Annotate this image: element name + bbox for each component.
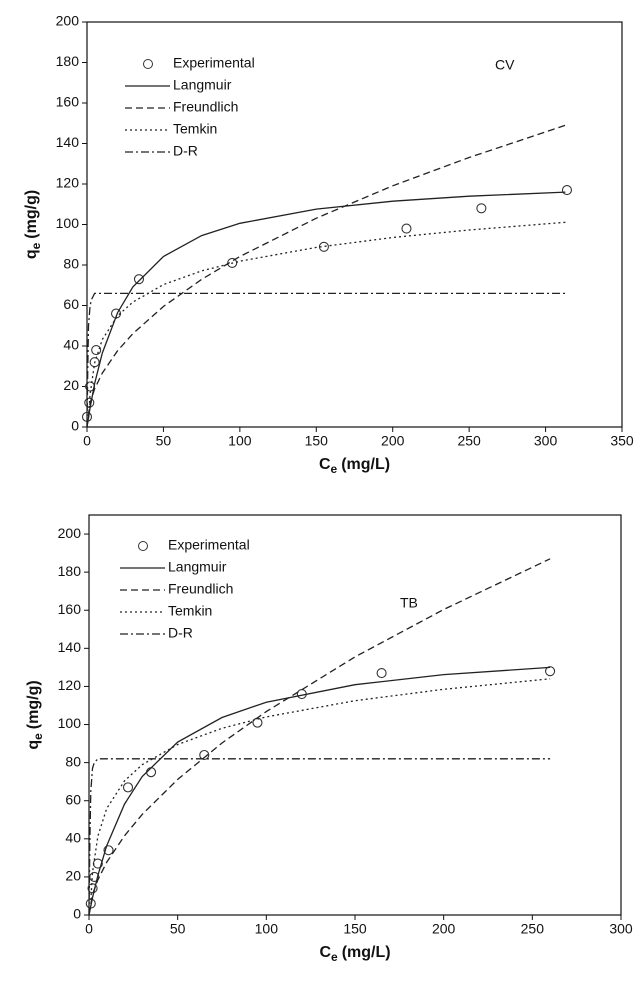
axis-subscript: e xyxy=(331,462,338,476)
fit-line xyxy=(88,666,551,916)
axis-unit: (mg/L) xyxy=(341,456,390,473)
y-tick-label: 80 xyxy=(65,753,81,769)
y-tick-label: 180 xyxy=(58,563,82,579)
y-tick-label: 40 xyxy=(63,337,79,353)
y-tick-label: 160 xyxy=(56,94,80,110)
y-tick-label: 20 xyxy=(63,377,79,393)
axis-unit: (mg/L) xyxy=(342,944,391,961)
axis-label: Ce (mg/L) xyxy=(319,456,390,476)
x-tick-label: 0 xyxy=(85,921,93,937)
annotation: TB xyxy=(400,595,418,611)
data-point xyxy=(122,782,134,793)
data-point xyxy=(376,668,387,679)
fit-line xyxy=(88,558,551,916)
annotation: CV xyxy=(495,57,515,73)
y-tick-label: 0 xyxy=(73,906,81,922)
chart: 0 50 100 150 200 250 300 350 0 20 40 60 80 100 120 140 1… xyxy=(23,13,634,476)
fit-line xyxy=(87,221,566,418)
axis-unit: (mg/g) xyxy=(25,680,42,729)
y-tick-label: 0 xyxy=(71,418,79,434)
x-tick-label: 50 xyxy=(156,433,172,449)
legend-text: D-R xyxy=(168,625,193,641)
legend-text: D-R xyxy=(173,143,198,159)
legend-marker xyxy=(138,541,148,551)
axis-label: qe (mg/g) xyxy=(25,680,45,749)
axis-subscript: e xyxy=(29,242,43,249)
y-tick-label: 100 xyxy=(58,715,82,731)
data-point xyxy=(561,185,573,196)
axis-label: qe (mg/g) xyxy=(23,190,43,259)
x-tick-label: 200 xyxy=(432,921,456,937)
x-tick-label: 250 xyxy=(457,433,481,449)
fit-line xyxy=(86,191,566,428)
y-tick-label: 20 xyxy=(65,868,81,884)
plot-frame xyxy=(88,514,622,916)
y-tick-label: 120 xyxy=(56,175,80,191)
axis-symbol: C xyxy=(319,944,331,961)
data-point xyxy=(199,749,210,761)
plot-frame xyxy=(86,21,623,428)
axis-subscript: e xyxy=(331,950,338,964)
x-tick-label: 300 xyxy=(534,433,558,449)
data-point xyxy=(401,223,412,234)
legend-text: Freundlich xyxy=(168,581,233,597)
y-tick-label: 40 xyxy=(65,830,81,846)
legend-text: Temkin xyxy=(173,121,217,137)
x-tick-label: 100 xyxy=(255,921,279,937)
x-tick-label: 0 xyxy=(83,433,91,449)
legend-text: Experimental xyxy=(173,55,255,71)
chart: 0 50 100 150 200 250 300 0 20 40 60 80 100 120 140 160 1… xyxy=(25,514,633,964)
axis-subscript: e xyxy=(31,733,45,740)
fit-line xyxy=(90,678,551,901)
data-point xyxy=(133,274,145,285)
y-tick-label: 120 xyxy=(58,677,82,693)
x-tick-label: 250 xyxy=(521,921,545,937)
legend-text: Langmuir xyxy=(168,559,227,575)
legend-text: Langmuir xyxy=(173,77,232,93)
axis-label: Ce (mg/L) xyxy=(319,944,390,964)
x-tick-label: 50 xyxy=(170,921,186,937)
y-tick-label: 100 xyxy=(56,215,80,231)
data-point xyxy=(91,344,102,356)
legend-text: Freundlich xyxy=(173,99,238,115)
data-point xyxy=(476,203,487,214)
x-tick-label: 300 xyxy=(609,921,633,937)
axis-symbol: C xyxy=(319,456,331,473)
x-tick-label: 100 xyxy=(228,433,252,449)
x-tick-label: 350 xyxy=(610,433,634,449)
fit-line xyxy=(86,292,566,428)
y-tick-label: 60 xyxy=(65,791,81,807)
y-tick-label: 60 xyxy=(63,296,79,312)
x-tick-label: 200 xyxy=(381,433,405,449)
y-tick-label: 80 xyxy=(63,256,79,272)
data-point xyxy=(545,666,556,677)
axis-symbol: q xyxy=(23,249,40,259)
x-tick-label: 150 xyxy=(343,921,367,937)
legend-text: Experimental xyxy=(168,537,250,553)
axis-unit: (mg/g) xyxy=(23,190,40,239)
y-tick-label: 180 xyxy=(56,53,80,69)
x-tick-label: 150 xyxy=(305,433,329,449)
data-point xyxy=(318,241,329,252)
y-tick-label: 200 xyxy=(56,13,80,29)
data-point xyxy=(146,767,157,778)
axis-symbol: q xyxy=(25,740,42,750)
legend-marker xyxy=(143,59,153,69)
y-tick-label: 140 xyxy=(58,639,82,655)
data-point xyxy=(103,845,114,856)
y-tick-label: 140 xyxy=(56,134,80,150)
data-point xyxy=(227,257,238,269)
y-tick-label: 160 xyxy=(58,601,82,617)
fit-line xyxy=(88,758,551,916)
fit-line xyxy=(86,124,566,428)
y-tick-label: 200 xyxy=(58,525,82,541)
legend-text: Temkin xyxy=(168,603,212,619)
